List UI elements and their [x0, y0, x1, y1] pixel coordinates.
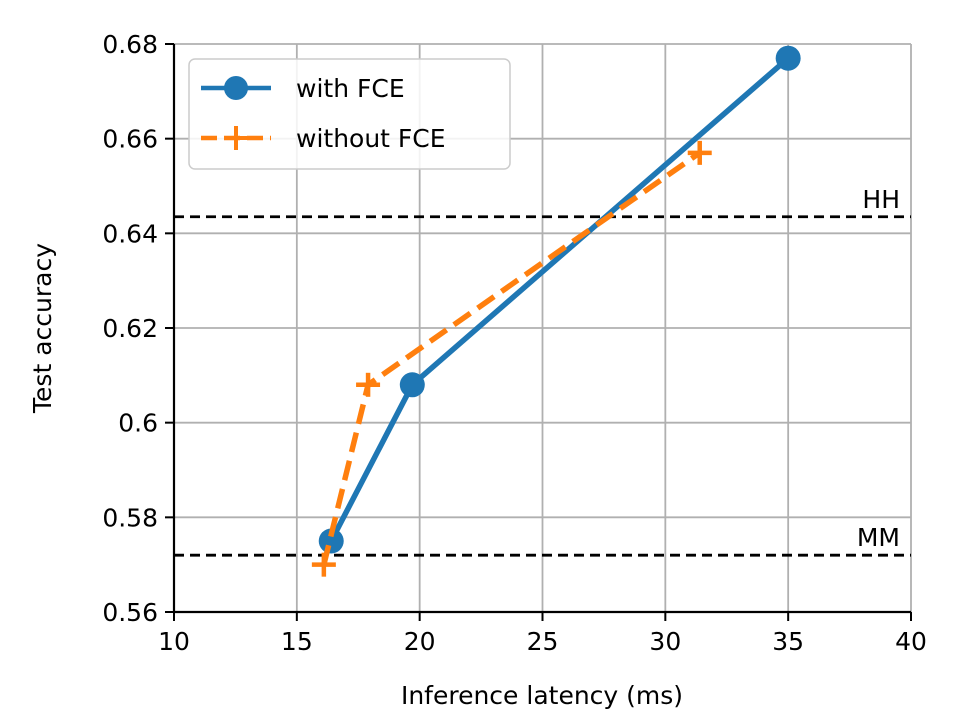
x-tick-label: 30 — [649, 627, 681, 656]
legend-marker-without-fce — [224, 126, 248, 150]
x-axis-label: Inference latency (ms) — [401, 681, 683, 710]
grid — [173, 43, 912, 613]
y-axis-label: Test accuracy — [28, 243, 57, 414]
reference-label-hh: HH — [862, 185, 900, 214]
data-point-with-fce — [318, 528, 344, 554]
x-tick-label: 20 — [404, 627, 436, 656]
legend: with FCE without FCE — [188, 58, 511, 170]
x-tick-label: 40 — [895, 627, 927, 656]
legend-marker-with-fce — [224, 76, 248, 100]
y-tick-label: 0.56 — [102, 598, 158, 627]
x-tick-label: 25 — [527, 627, 559, 656]
legend-label-with-fce: with FCE — [296, 74, 405, 103]
data-point-with-fce — [775, 45, 801, 71]
ticks: 10 15 20 25 30 35 40 0.56 0.58 0.6 0.62 0.64 0.66 0.6… — [102, 30, 927, 656]
data-point-without-fce — [687, 140, 712, 165]
legend-label-without-fce: without FCE — [296, 124, 446, 153]
x-tick-label: 15 — [281, 627, 313, 656]
y-tick-label: 0.66 — [102, 125, 158, 154]
x-tick-label: 10 — [158, 627, 190, 656]
series-layer — [311, 45, 801, 577]
x-tick-label: 35 — [772, 627, 804, 656]
y-tick-label: 0.6 — [118, 409, 158, 438]
series-line-without-fce — [321, 150, 702, 566]
reference-lines: HH MM — [174, 185, 911, 557]
reference-label-mm: MM — [857, 523, 900, 552]
y-tick-label: 0.62 — [102, 314, 158, 343]
data-point-with-fce — [399, 372, 425, 398]
y-tick-label: 0.58 — [102, 503, 158, 532]
y-tick-label: 0.64 — [102, 219, 158, 248]
data-point-without-fce — [356, 372, 381, 397]
y-tick-label: 0.68 — [102, 30, 158, 59]
data-point-without-fce — [311, 552, 336, 577]
